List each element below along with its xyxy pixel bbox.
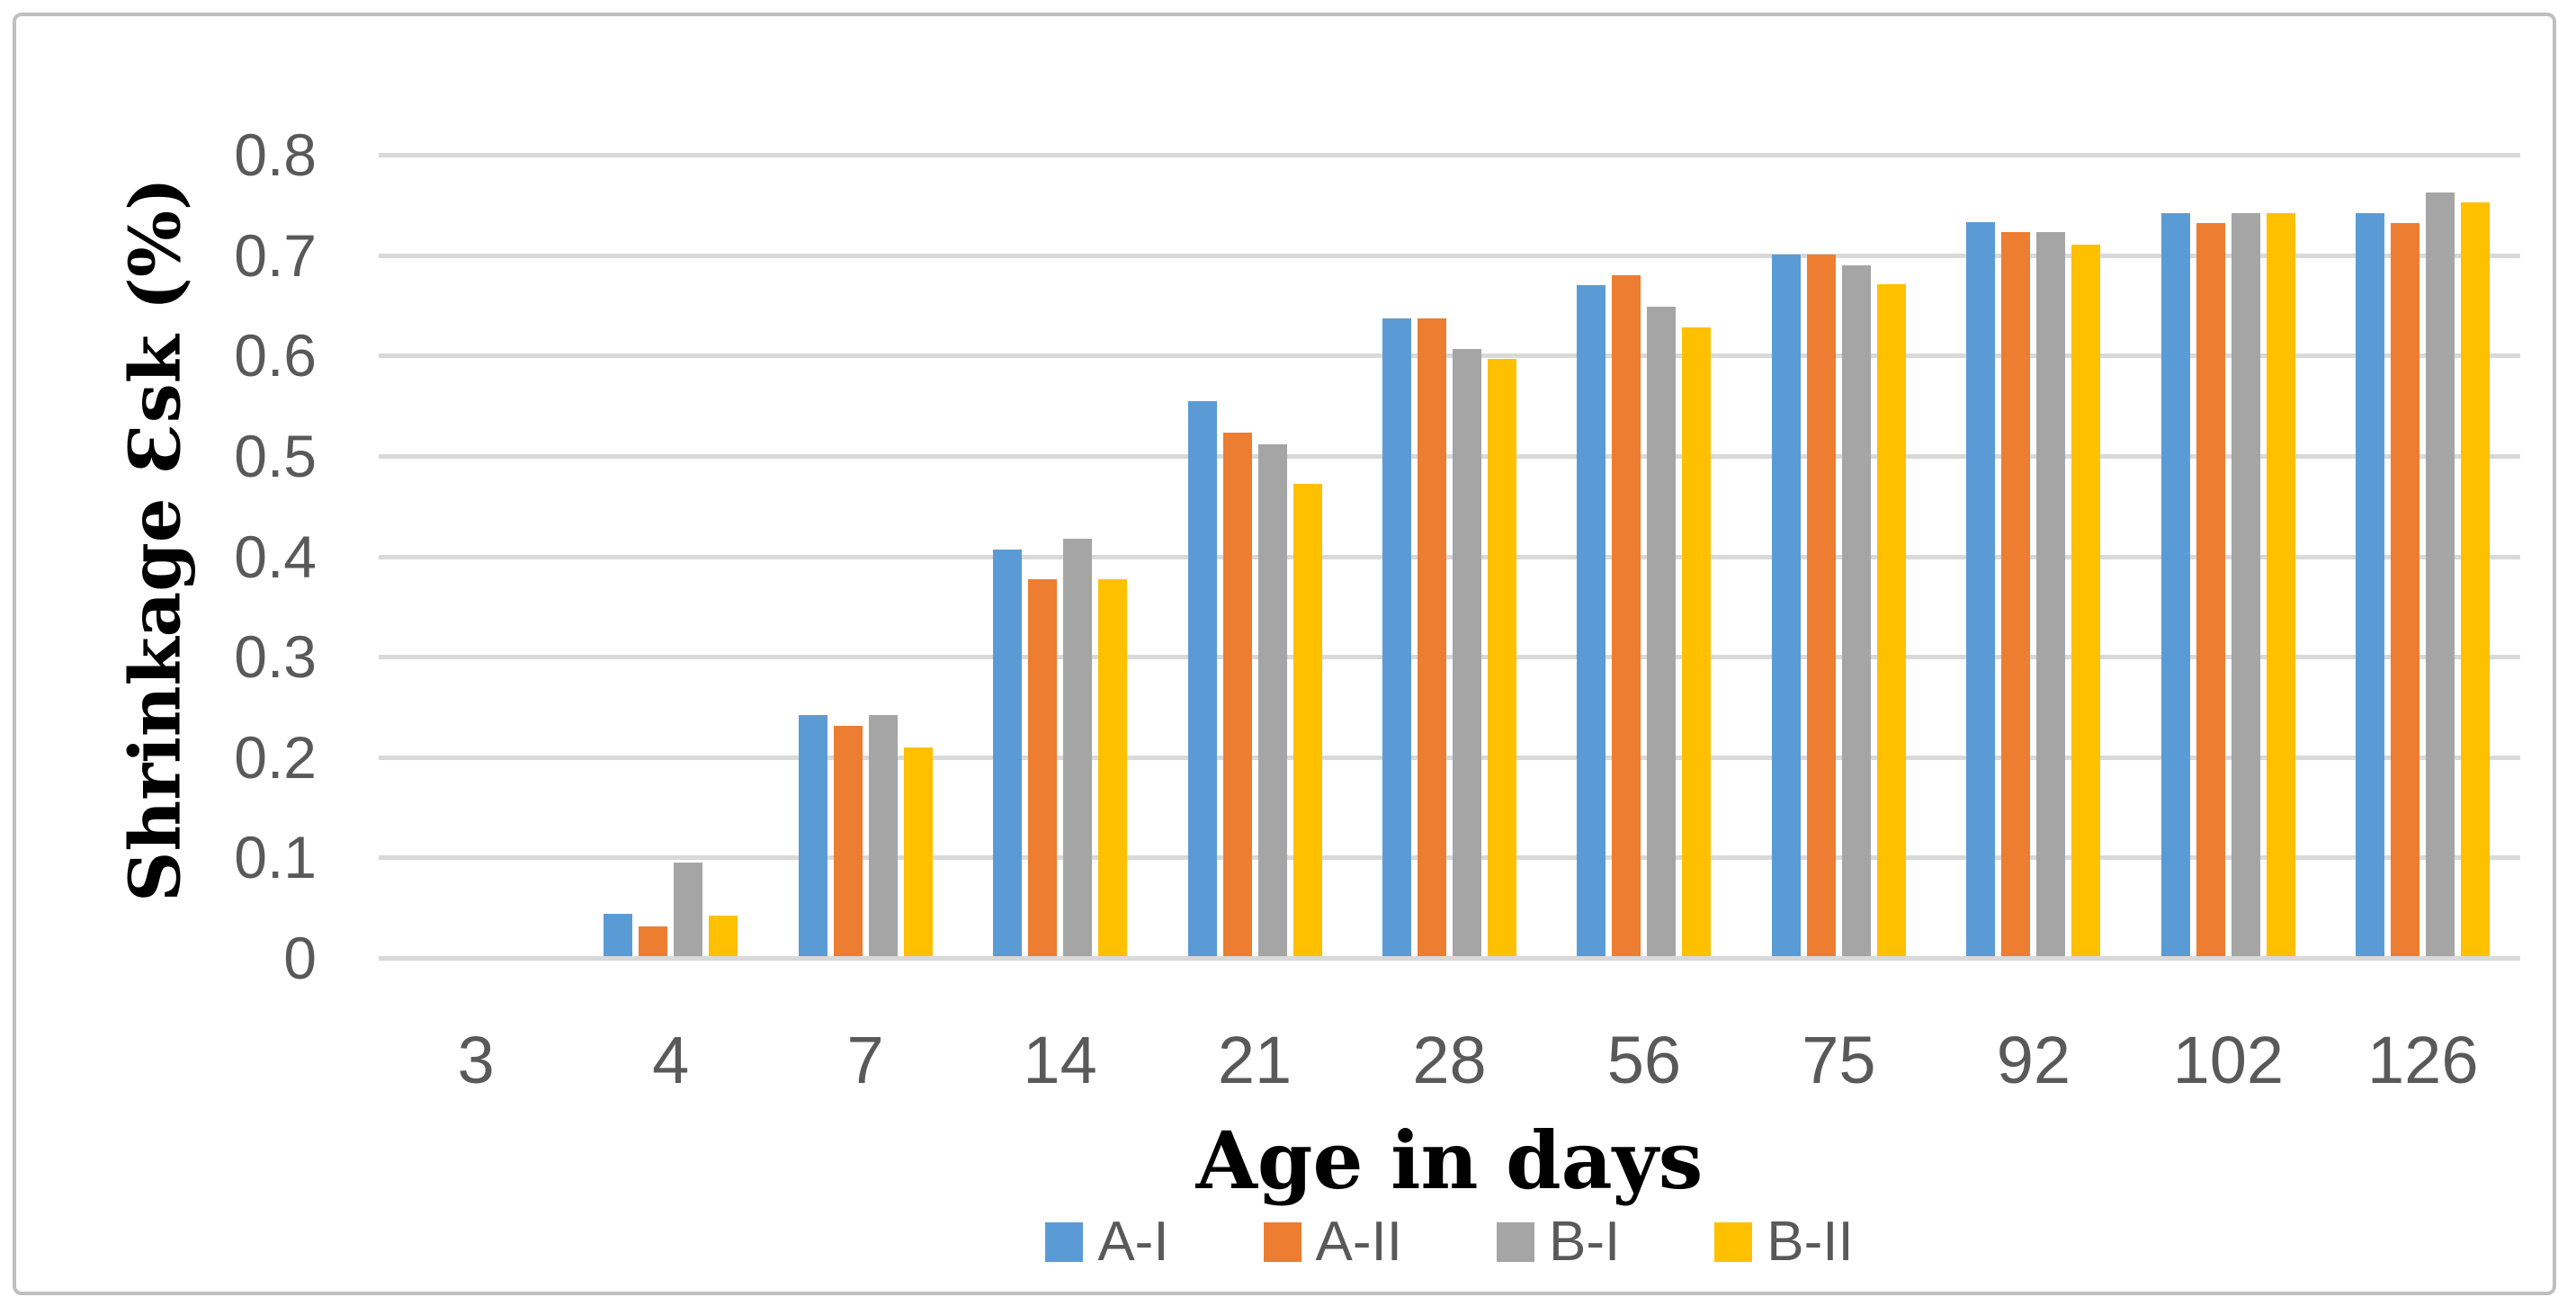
bar-B-I xyxy=(2036,232,2066,956)
gridline xyxy=(379,855,2520,861)
bar-A-I xyxy=(798,715,827,956)
y-axis-tick-label: 0.1 xyxy=(234,824,317,891)
bar-group xyxy=(379,153,573,956)
legend-item-A-I: A-I xyxy=(1045,1211,1169,1273)
bar-A-II xyxy=(639,926,668,956)
gridline xyxy=(379,453,2520,459)
x-axis-tick-label: 14 xyxy=(1023,1023,1097,1097)
bar-group xyxy=(1741,153,1936,956)
bar-A-II xyxy=(1417,318,1446,956)
y-axis-tick-label: 0.4 xyxy=(234,523,317,590)
x-axis-tick-label: 56 xyxy=(1606,1023,1682,1097)
bar-A-I xyxy=(993,549,1023,956)
bar-A-II xyxy=(2001,232,2031,956)
bar-B-II xyxy=(1682,327,1712,956)
legend-label-A-II: A-II xyxy=(1315,1211,1402,1273)
legend-swatch-A-II xyxy=(1263,1222,1301,1262)
bar-A-I xyxy=(1771,254,1801,956)
bar-A-I xyxy=(1382,318,1411,956)
bar-B-I xyxy=(674,863,703,956)
y-axis-tick-label: 0.7 xyxy=(234,221,317,289)
bar-B-I xyxy=(1647,306,1677,956)
gridline xyxy=(379,153,2520,157)
bar-B-I xyxy=(1257,443,1287,956)
bar-group xyxy=(2326,153,2520,956)
gridline xyxy=(379,353,2520,359)
bar-group xyxy=(2131,153,2325,956)
x-axis-tick-label: 4 xyxy=(652,1023,690,1097)
x-axis-tick-label: 21 xyxy=(1217,1023,1292,1097)
legend-item-B-II: B-II xyxy=(1714,1211,1854,1273)
legend-item-A-II: A-II xyxy=(1263,1211,1402,1273)
bar-group xyxy=(1352,153,1546,956)
bar-B-I xyxy=(1063,538,1093,956)
gridline xyxy=(379,554,2520,559)
bar-group xyxy=(1158,153,1352,956)
bar-B-II xyxy=(1876,284,1906,956)
x-axis-tick-label: 7 xyxy=(846,1023,884,1097)
y-axis-tick-label: 0.5 xyxy=(234,422,317,489)
legend-swatch-A-I xyxy=(1045,1222,1084,1262)
legend-label-A-I: A-I xyxy=(1097,1211,1169,1273)
bar-A-II xyxy=(1222,433,1252,956)
legend-label-B-I: B-I xyxy=(1549,1211,1621,1273)
bar-A-I xyxy=(1577,285,1606,956)
bar-B-II xyxy=(1098,579,1128,956)
bar-A-I xyxy=(2356,212,2385,956)
y-axis-title: Shrinkage Ɛsk (%) xyxy=(114,177,197,902)
legend-swatch-B-I xyxy=(1497,1222,1534,1262)
bar-B-II xyxy=(903,747,933,956)
bar-B-II xyxy=(2266,212,2295,956)
bar-A-II xyxy=(1806,254,1836,956)
bar-B-II xyxy=(1292,484,1322,956)
bar-A-II xyxy=(833,726,863,956)
y-axis-tick-label: 0.2 xyxy=(234,723,317,791)
bar-A-I xyxy=(604,914,633,956)
x-axis-tick-label: 126 xyxy=(2367,1023,2479,1097)
bar-B-I xyxy=(1452,348,1481,956)
bar-A-II xyxy=(1028,579,1058,956)
x-axis-tick-label: 102 xyxy=(2172,1023,2285,1097)
x-axis-tick-label: 3 xyxy=(457,1023,495,1097)
x-axis-tick-label: 92 xyxy=(1996,1023,2071,1097)
gridline xyxy=(379,253,2520,258)
x-axis-title: Age in days xyxy=(1195,1114,1704,1207)
legend-swatch-B-II xyxy=(1714,1222,1753,1262)
bar-A-II xyxy=(2391,223,2420,956)
y-axis-tick-label: 0.8 xyxy=(234,121,317,188)
bar-group xyxy=(1547,153,1741,956)
gridline xyxy=(379,755,2520,760)
y-axis-tick-label: 0 xyxy=(283,925,317,991)
y-axis-tick-label: 0.6 xyxy=(234,322,317,389)
x-axis-line xyxy=(379,956,2520,961)
bar-B-II xyxy=(1487,358,1516,956)
legend-item-B-I: B-I xyxy=(1497,1214,1620,1270)
bar-group xyxy=(962,153,1157,956)
legend: A-I A-II B-I B-II xyxy=(379,1214,2520,1270)
bar-B-II xyxy=(2071,244,2101,956)
bar-B-I xyxy=(1841,265,1871,956)
gridline xyxy=(379,655,2520,660)
bar-B-II xyxy=(2461,201,2491,956)
bar-B-I xyxy=(2231,212,2260,956)
bar-group xyxy=(1936,153,2131,956)
bar-group xyxy=(573,153,767,956)
y-axis-tick-label: 0.3 xyxy=(234,623,317,691)
bar-A-II xyxy=(1612,275,1641,956)
bar-A-I xyxy=(2160,212,2190,956)
x-axis-tick-label: 75 xyxy=(1802,1023,1876,1097)
x-axis-tick-label: 28 xyxy=(1412,1023,1487,1097)
bar-B-I xyxy=(868,715,898,956)
bar-B-II xyxy=(709,916,738,956)
bar-group xyxy=(768,153,962,956)
bar-B-I xyxy=(2426,192,2455,956)
bar-A-II xyxy=(2196,223,2225,956)
legend-label-B-II: B-II xyxy=(1767,1211,1854,1273)
bar-A-I xyxy=(1966,222,1996,956)
bar-A-I xyxy=(1187,400,1217,956)
